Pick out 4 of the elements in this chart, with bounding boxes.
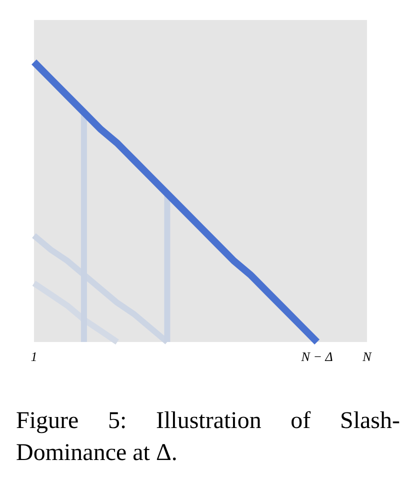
x-tick-label: N — [362, 349, 373, 364]
x-tick-label: 1 — [30, 349, 38, 364]
x-tick-label: N − Δ — [300, 349, 334, 364]
caption: Figure 5: Illustration of Slash-Dominance at Δ. — [16, 407, 400, 468]
